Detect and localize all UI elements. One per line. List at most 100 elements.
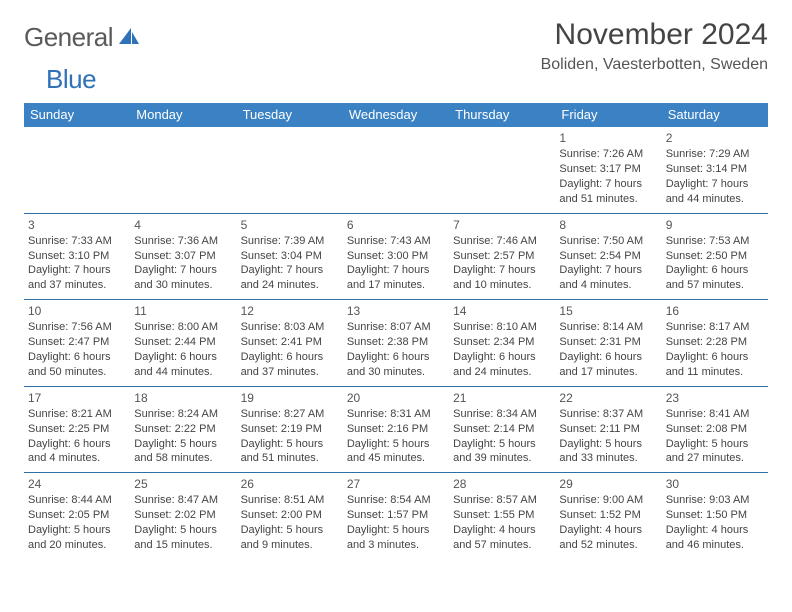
day-cell: 6Sunrise: 7:43 AMSunset: 3:00 PMDaylight… — [343, 213, 449, 300]
sunrise-line: Sunrise: 8:03 AM — [241, 320, 339, 335]
sunrise-line: Sunrise: 8:51 AM — [241, 493, 339, 508]
daylight-line: Daylight: 7 hours and 44 minutes. — [666, 177, 764, 207]
sunset-line: Sunset: 2:05 PM — [28, 508, 126, 523]
sunset-line: Sunset: 1:52 PM — [559, 508, 657, 523]
daylight-line: Daylight: 6 hours and 24 minutes. — [453, 350, 551, 380]
day-cell: 16Sunrise: 8:17 AMSunset: 2:28 PMDayligh… — [662, 300, 768, 387]
sunrise-line: Sunrise: 8:44 AM — [28, 493, 126, 508]
day-number: 17 — [28, 390, 126, 406]
sunset-line: Sunset: 2:57 PM — [453, 249, 551, 264]
daylight-line: Daylight: 5 hours and 3 minutes. — [347, 523, 445, 553]
daylight-line: Daylight: 7 hours and 17 minutes. — [347, 263, 445, 293]
sunrise-line: Sunrise: 8:31 AM — [347, 407, 445, 422]
daylight-line: Daylight: 7 hours and 4 minutes. — [559, 263, 657, 293]
calendar-row: 10Sunrise: 7:56 AMSunset: 2:47 PMDayligh… — [24, 300, 768, 387]
sunrise-line: Sunrise: 7:36 AM — [134, 234, 232, 249]
day-number: 24 — [28, 476, 126, 492]
day-number: 8 — [559, 217, 657, 233]
sunrise-line: Sunrise: 9:00 AM — [559, 493, 657, 508]
sunset-line: Sunset: 2:38 PM — [347, 335, 445, 350]
empty-cell — [237, 127, 343, 213]
calendar-row: 3Sunrise: 7:33 AMSunset: 3:10 PMDaylight… — [24, 213, 768, 300]
sunrise-line: Sunrise: 8:07 AM — [347, 320, 445, 335]
empty-cell — [130, 127, 236, 213]
sunrise-line: Sunrise: 7:50 AM — [559, 234, 657, 249]
daylight-line: Daylight: 6 hours and 11 minutes. — [666, 350, 764, 380]
day-cell: 24Sunrise: 8:44 AMSunset: 2:05 PMDayligh… — [24, 473, 130, 559]
daylight-line: Daylight: 7 hours and 10 minutes. — [453, 263, 551, 293]
day-number: 2 — [666, 130, 764, 146]
day-number: 7 — [453, 217, 551, 233]
sunset-line: Sunset: 2:22 PM — [134, 422, 232, 437]
day-number: 18 — [134, 390, 232, 406]
weekday-header: Thursday — [449, 103, 555, 127]
day-number: 10 — [28, 303, 126, 319]
empty-cell — [24, 127, 130, 213]
daylight-line: Daylight: 5 hours and 15 minutes. — [134, 523, 232, 553]
day-cell: 12Sunrise: 8:03 AMSunset: 2:41 PMDayligh… — [237, 300, 343, 387]
daylight-line: Daylight: 5 hours and 9 minutes. — [241, 523, 339, 553]
sunset-line: Sunset: 2:00 PM — [241, 508, 339, 523]
day-cell: 29Sunrise: 9:00 AMSunset: 1:52 PMDayligh… — [555, 473, 661, 559]
sunrise-line: Sunrise: 8:57 AM — [453, 493, 551, 508]
sunrise-line: Sunrise: 8:54 AM — [347, 493, 445, 508]
sunrise-line: Sunrise: 8:10 AM — [453, 320, 551, 335]
day-number: 19 — [241, 390, 339, 406]
sunrise-line: Sunrise: 8:14 AM — [559, 320, 657, 335]
day-cell: 22Sunrise: 8:37 AMSunset: 2:11 PMDayligh… — [555, 386, 661, 473]
sunset-line: Sunset: 2:50 PM — [666, 249, 764, 264]
daylight-line: Daylight: 5 hours and 33 minutes. — [559, 437, 657, 467]
day-number: 16 — [666, 303, 764, 319]
sunset-line: Sunset: 2:02 PM — [134, 508, 232, 523]
day-cell: 26Sunrise: 8:51 AMSunset: 2:00 PMDayligh… — [237, 473, 343, 559]
day-cell: 2Sunrise: 7:29 AMSunset: 3:14 PMDaylight… — [662, 127, 768, 213]
sunrise-line: Sunrise: 7:56 AM — [28, 320, 126, 335]
sunrise-line: Sunrise: 8:41 AM — [666, 407, 764, 422]
day-number: 25 — [134, 476, 232, 492]
daylight-line: Daylight: 6 hours and 50 minutes. — [28, 350, 126, 380]
brand-logo: General — [24, 18, 143, 53]
sunrise-line: Sunrise: 9:03 AM — [666, 493, 764, 508]
day-cell: 19Sunrise: 8:27 AMSunset: 2:19 PMDayligh… — [237, 386, 343, 473]
sunrise-line: Sunrise: 7:53 AM — [666, 234, 764, 249]
weekday-header: Friday — [555, 103, 661, 127]
sunset-line: Sunset: 2:31 PM — [559, 335, 657, 350]
sunset-line: Sunset: 3:17 PM — [559, 162, 657, 177]
day-cell: 18Sunrise: 8:24 AMSunset: 2:22 PMDayligh… — [130, 386, 236, 473]
sunrise-line: Sunrise: 8:27 AM — [241, 407, 339, 422]
day-cell: 25Sunrise: 8:47 AMSunset: 2:02 PMDayligh… — [130, 473, 236, 559]
day-number: 9 — [666, 217, 764, 233]
day-number: 22 — [559, 390, 657, 406]
day-number: 30 — [666, 476, 764, 492]
sunset-line: Sunset: 2:47 PM — [28, 335, 126, 350]
day-cell: 4Sunrise: 7:36 AMSunset: 3:07 PMDaylight… — [130, 213, 236, 300]
day-cell: 7Sunrise: 7:46 AMSunset: 2:57 PMDaylight… — [449, 213, 555, 300]
day-cell: 11Sunrise: 8:00 AMSunset: 2:44 PMDayligh… — [130, 300, 236, 387]
day-cell: 21Sunrise: 8:34 AMSunset: 2:14 PMDayligh… — [449, 386, 555, 473]
day-cell: 1Sunrise: 7:26 AMSunset: 3:17 PMDaylight… — [555, 127, 661, 213]
sunset-line: Sunset: 2:25 PM — [28, 422, 126, 437]
day-number: 13 — [347, 303, 445, 319]
empty-cell — [343, 127, 449, 213]
day-number: 11 — [134, 303, 232, 319]
day-number: 14 — [453, 303, 551, 319]
daylight-line: Daylight: 7 hours and 37 minutes. — [28, 263, 126, 293]
day-cell: 28Sunrise: 8:57 AMSunset: 1:55 PMDayligh… — [449, 473, 555, 559]
brand-word-1: General — [24, 22, 113, 53]
weekday-header: Saturday — [662, 103, 768, 127]
daylight-line: Daylight: 4 hours and 52 minutes. — [559, 523, 657, 553]
sunset-line: Sunset: 2:44 PM — [134, 335, 232, 350]
sunrise-line: Sunrise: 7:26 AM — [559, 147, 657, 162]
weekday-header: Tuesday — [237, 103, 343, 127]
day-cell: 17Sunrise: 8:21 AMSunset: 2:25 PMDayligh… — [24, 386, 130, 473]
day-cell: 10Sunrise: 7:56 AMSunset: 2:47 PMDayligh… — [24, 300, 130, 387]
calendar-row: 24Sunrise: 8:44 AMSunset: 2:05 PM Dayligh… — [24, 473, 768, 559]
day-number: 12 — [241, 303, 339, 319]
day-number: 15 — [559, 303, 657, 319]
calendar-body: 1Sunrise: 7:26 AMSunset: 3:17 PMDaylight… — [24, 127, 768, 559]
sunset-line: Sunset: 1:57 PM — [347, 508, 445, 523]
day-number: 27 — [347, 476, 445, 492]
daylight-line: Daylight: 5 hours and 39 minutes. — [453, 437, 551, 467]
daylight-line: Daylight: 6 hours and 4 minutes. — [28, 437, 126, 467]
weekday-header: Monday — [130, 103, 236, 127]
